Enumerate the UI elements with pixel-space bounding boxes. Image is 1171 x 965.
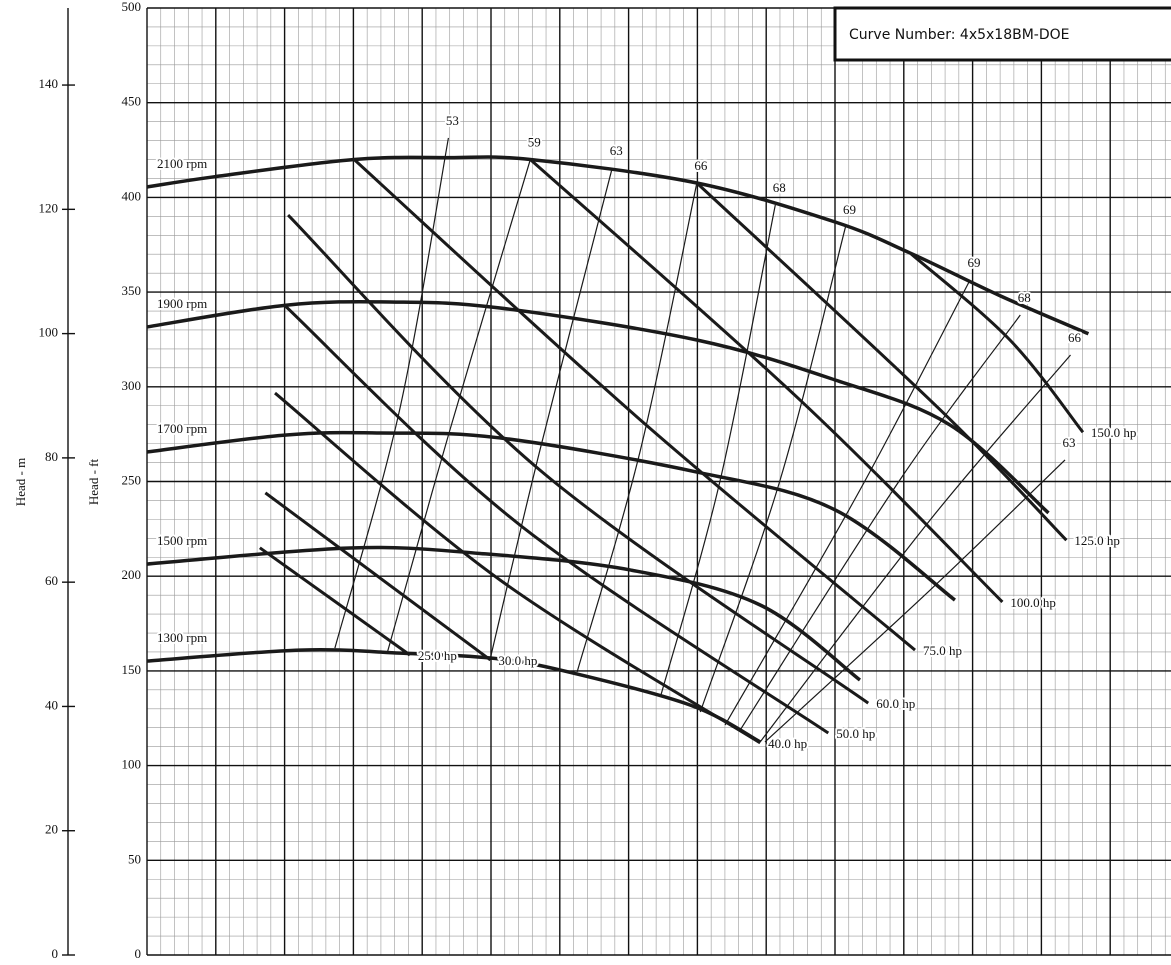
power-curve [695, 181, 1068, 542]
efficiency-curve [386, 159, 531, 654]
labels: 0 50 100 150 200 250 300 350 400 450 500 0 20 40 60 80 1… [39, 0, 1139, 961]
y-tick-label: 400 [122, 188, 142, 203]
efficiency-curve [739, 314, 1021, 731]
power-curve [529, 158, 1004, 604]
curve-label: 69 [968, 255, 981, 270]
efficiency-curve [724, 279, 971, 726]
curve-label: 63 [1063, 435, 1076, 450]
curve-label: 100.0 hp [1010, 595, 1056, 610]
curve-label: 1900 rpm [157, 296, 207, 311]
y2-axis-title: Head - m [13, 458, 28, 506]
curve-label: 63 [610, 143, 623, 158]
curve-label: 30.0 hp [498, 653, 537, 668]
efficiency-curve [764, 459, 1066, 743]
speed-curve [146, 545, 861, 682]
speed-curve [146, 299, 1050, 515]
curve-label: 150.0 hp [1091, 425, 1137, 440]
curve-label: 40.0 hp [768, 736, 807, 751]
power-curve [283, 304, 830, 735]
curve-label: 66 [1068, 330, 1082, 345]
y2-tick-label: 40 [45, 697, 58, 712]
y2-tick-label: 0 [52, 946, 59, 961]
y-tick-label: 100 [122, 757, 142, 772]
curve-label: 68 [1018, 290, 1031, 305]
y-tick-label: 300 [122, 378, 142, 393]
y-tick-label: 200 [122, 567, 142, 582]
curve-label: 69 [843, 202, 856, 217]
speed-curve [146, 155, 1090, 336]
power-curve [274, 391, 761, 745]
efficiency-curve [576, 182, 698, 673]
grid [62, 7, 1171, 956]
y-tick-label: 500 [122, 0, 142, 14]
efficiency-curve [334, 137, 450, 649]
curve-label: 2100 rpm [157, 156, 207, 171]
curve-label: 1300 rpm [157, 630, 207, 645]
curve-label: 53 [446, 113, 459, 128]
curve-label: 75.0 hp [923, 643, 962, 658]
power-curve [287, 213, 870, 705]
y-tick-label: 150 [122, 662, 142, 677]
curve-label: 50.0 hp [836, 726, 875, 741]
y2-tick-label: 80 [45, 449, 58, 464]
curve-label: 25.0 hp [418, 648, 457, 663]
curve-number: Curve Number: 4x5x18BM-DOE [849, 27, 1070, 43]
curve-label: 68 [773, 180, 786, 195]
y-tick-label: 350 [122, 283, 142, 298]
curve-number-box [833, 6, 1171, 62]
curve-label: 1500 rpm [157, 533, 207, 548]
curve-label: 60.0 hp [876, 696, 915, 711]
y-axis-title: Head - ft [86, 459, 101, 506]
y-tick-label: 50 [128, 851, 141, 866]
y2-tick-label: 120 [39, 200, 59, 215]
power-curve [909, 251, 1085, 434]
curve-label: 66 [694, 158, 708, 173]
speed-curve [146, 430, 956, 602]
y-tick-label: 0 [135, 946, 142, 961]
power-curve [353, 158, 916, 652]
efficiency-curve [699, 226, 847, 713]
curve-label: 125.0 hp [1074, 533, 1120, 548]
y2-tick-label: 60 [45, 573, 58, 588]
y2-tick-label: 140 [39, 76, 59, 91]
speed-curve [146, 647, 761, 744]
power-curve [258, 546, 411, 657]
curve-label: 1700 rpm [157, 421, 207, 436]
efficiency-curve [659, 204, 776, 698]
y2-tick-label: 20 [45, 822, 58, 837]
y-tick-label: 250 [122, 472, 142, 487]
efficiency-curve [759, 354, 1071, 743]
curves [146, 137, 1090, 745]
y-tick-label: 450 [122, 94, 142, 109]
power-curve [264, 491, 492, 662]
curve-label: 59 [528, 135, 541, 150]
y2-tick-label: 100 [39, 325, 59, 340]
